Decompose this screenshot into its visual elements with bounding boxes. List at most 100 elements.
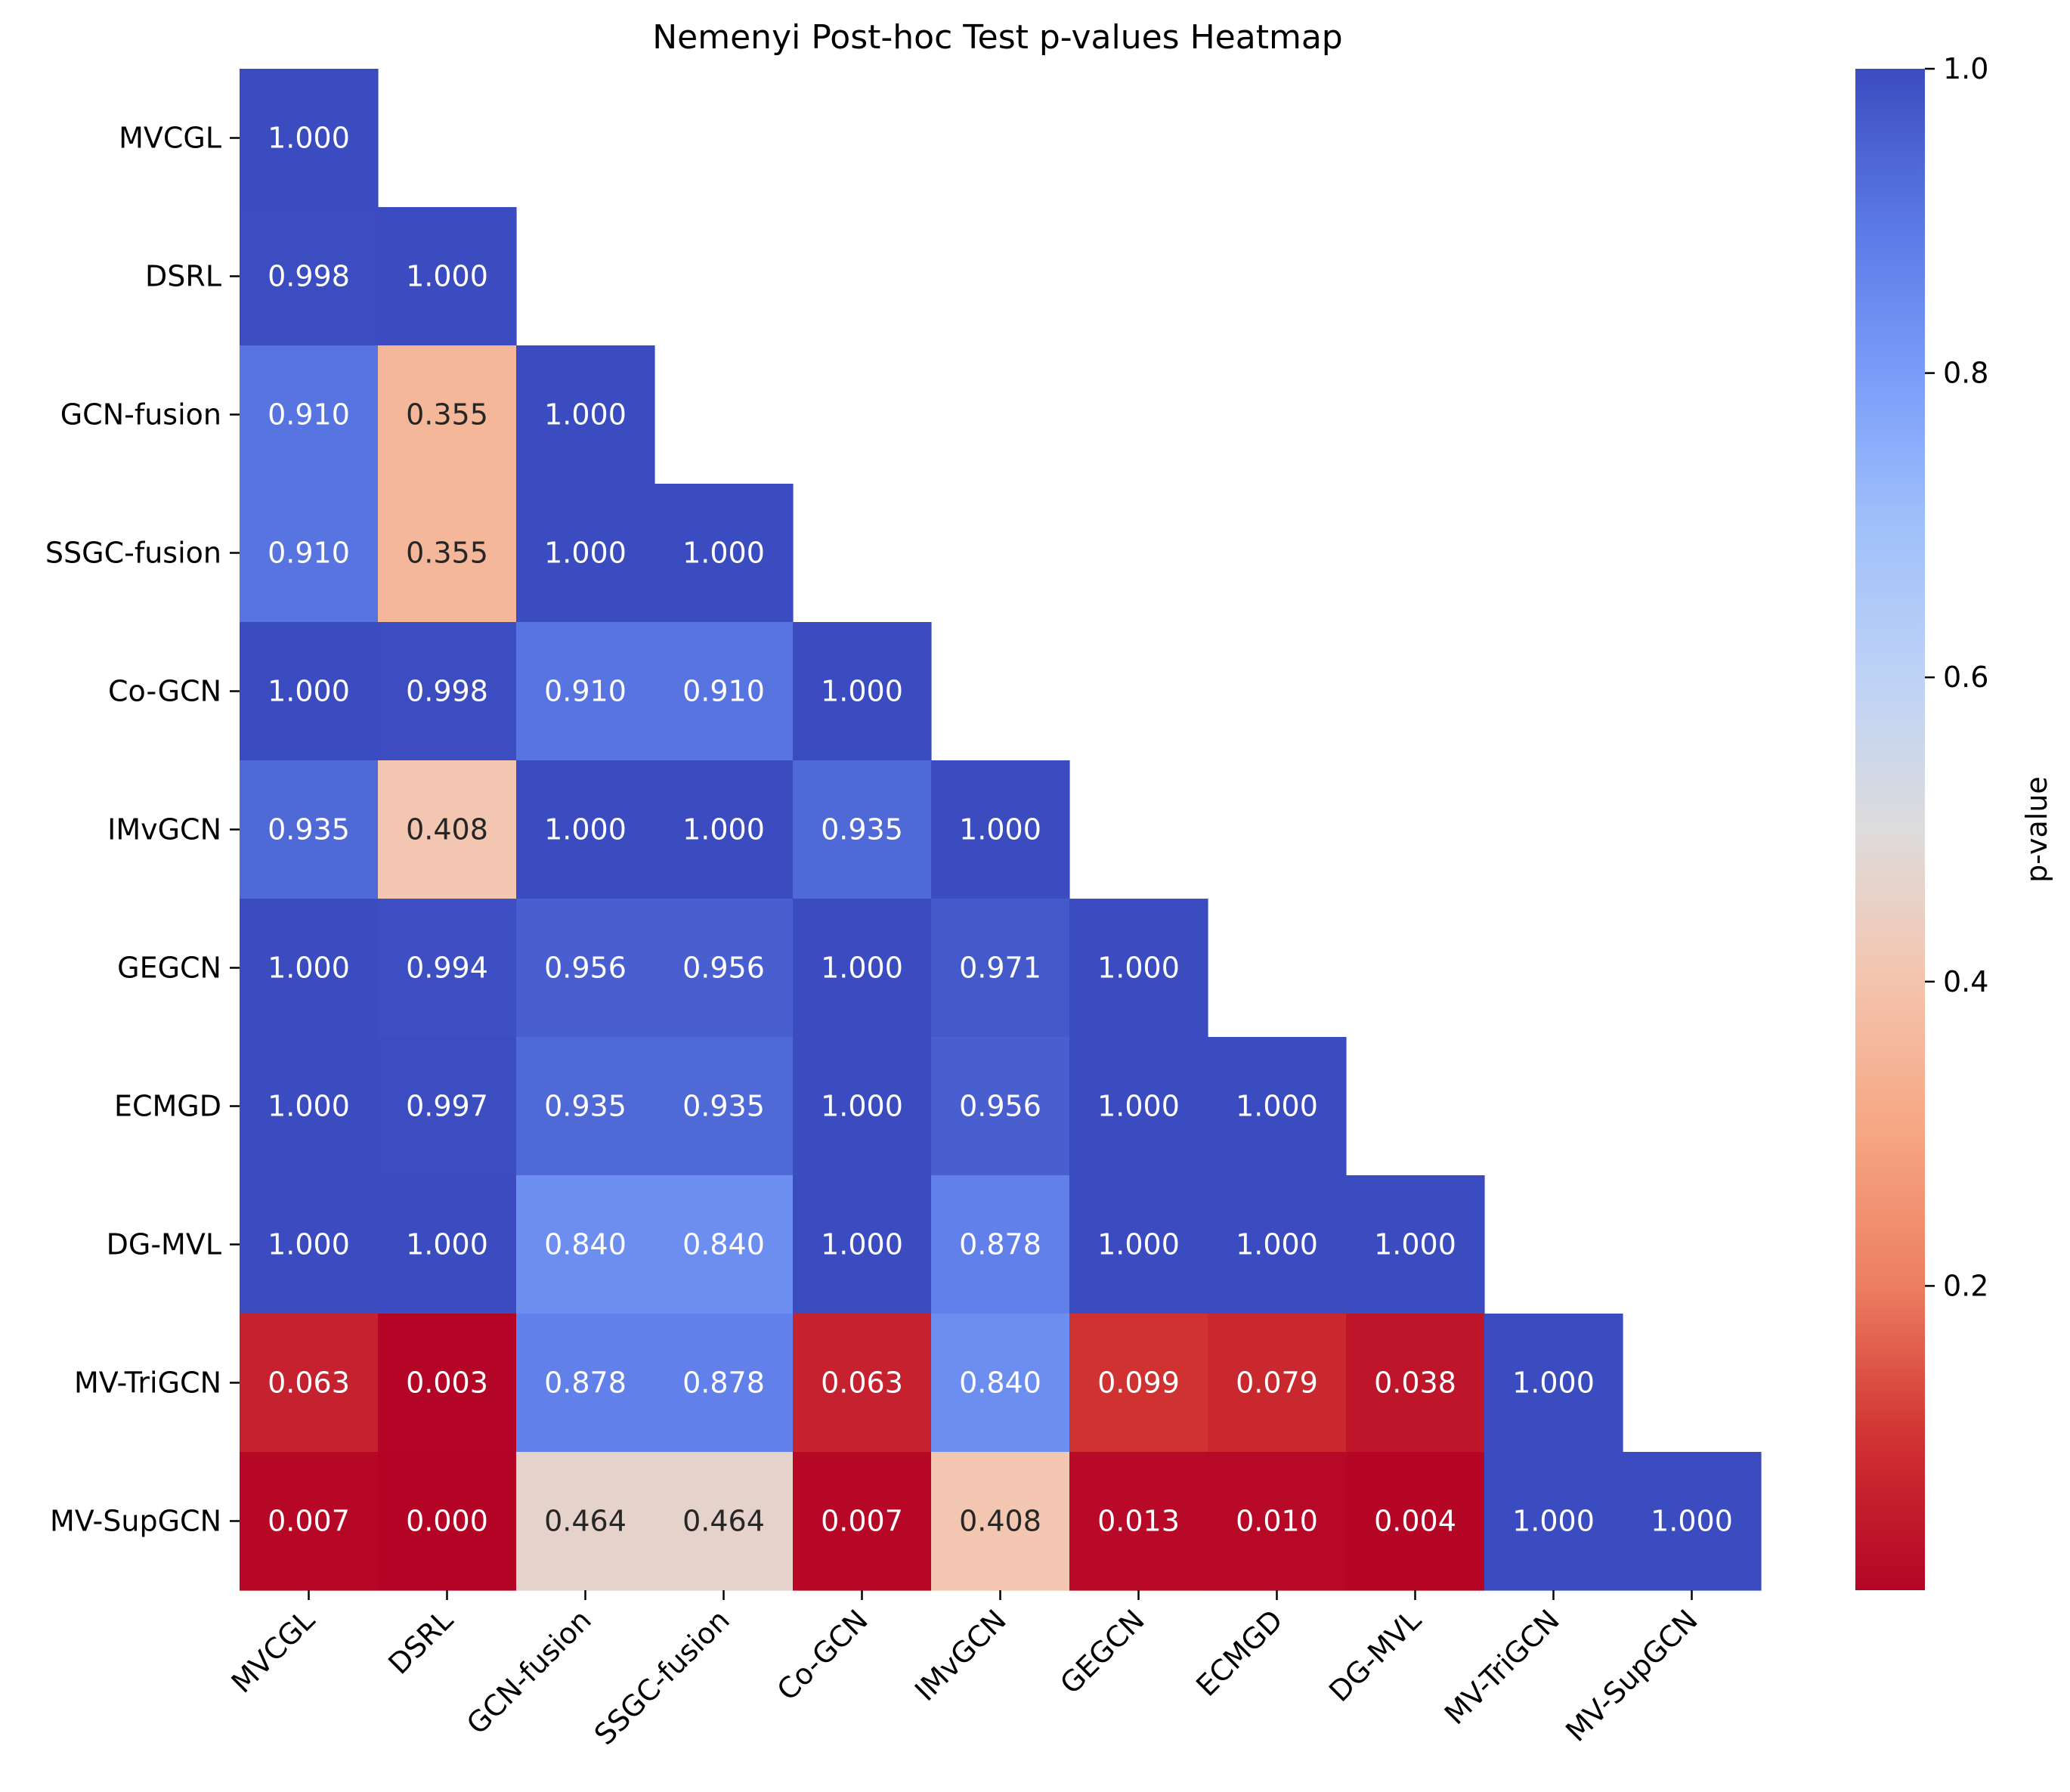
heatmap-cell [1484, 1452, 1623, 1591]
heatmap-cell [240, 1037, 379, 1176]
cell-value-label: 0.878 [682, 1366, 765, 1400]
heatmap-cell [931, 1452, 1070, 1591]
y-tick-label: Co-GCN [108, 675, 221, 708]
heatmap-cell [240, 69, 379, 208]
heatmap-cell [1208, 1452, 1347, 1591]
cell-value-label: 0.910 [268, 398, 350, 432]
heatmap-cell [1208, 1175, 1347, 1314]
heatmap-cell [654, 760, 794, 899]
cell-value-label: 1.000 [1512, 1366, 1595, 1400]
heatmap-cell [240, 207, 379, 346]
heatmap-cell [240, 760, 379, 899]
heatmap-cell [931, 1037, 1070, 1176]
heatmap-cell [654, 484, 794, 623]
heatmap-cell [1623, 1452, 1762, 1591]
cell-value-label: 0.007 [268, 1505, 350, 1538]
cell-value-label: 0.840 [959, 1366, 1041, 1400]
cell-value-label: 0.935 [821, 813, 903, 846]
cell-value-label: 1.000 [544, 398, 627, 432]
heatmap-cell [793, 760, 932, 899]
cell-value-label: 0.998 [406, 675, 488, 708]
cell-value-label: 0.355 [406, 398, 488, 432]
cell-value-label: 0.878 [544, 1366, 627, 1400]
cell-value-label: 1.000 [544, 537, 627, 570]
cell-value-label: 1.000 [1236, 1228, 1318, 1261]
cell-value-label: 0.038 [1374, 1366, 1456, 1400]
heatmap-cell [516, 622, 655, 761]
cell-value-label: 1.000 [268, 1228, 350, 1261]
heatmap-cell [516, 1452, 655, 1591]
cell-value-label: 0.910 [268, 537, 350, 570]
heatmap-cell [654, 1452, 794, 1591]
heatmap-cell [793, 1314, 932, 1453]
heatmap-cell [654, 1314, 794, 1453]
heatmap-cells: 1.000 0.998 1.000 0.910 0.355 1.000 0.910 0.355… [240, 69, 1762, 1591]
cell-value-label: 0.063 [268, 1366, 350, 1400]
heatmap-cell [1346, 1314, 1485, 1453]
cell-value-label: 1.000 [268, 952, 350, 985]
heatmap-cell [654, 622, 794, 761]
y-tick-label: MV-TriGCN [74, 1366, 221, 1400]
chart-title: Nemenyi Post-hoc Test p-values Heatmap [652, 18, 1342, 57]
y-tick-label: DSRL [145, 260, 221, 293]
cell-value-label: 0.355 [406, 537, 488, 570]
colorbar-tick-label: 0.4 [1943, 965, 1988, 998]
colorbar [1855, 69, 1925, 1590]
y-tick-label: GCN-fusion [60, 398, 221, 432]
cell-value-label: 0.000 [406, 1505, 488, 1538]
heatmap-cell [378, 484, 517, 623]
heatmap-cell [793, 1175, 932, 1314]
cell-value-label: 1.000 [959, 813, 1041, 846]
heatmap-cell [378, 1175, 517, 1314]
cell-value-label: 1.000 [821, 1090, 903, 1123]
heatmap-cell [378, 760, 517, 899]
cell-value-label: 0.998 [268, 260, 350, 293]
y-tick-label: GEGCN [117, 952, 221, 985]
heatmap-cell [1069, 899, 1208, 1038]
cell-value-label: 0.099 [1097, 1366, 1180, 1400]
heatmap-cell [1069, 1037, 1208, 1176]
heatmap-cell [1484, 1314, 1623, 1453]
cell-value-label: 1.000 [268, 675, 350, 708]
cell-value-label: 0.003 [406, 1366, 488, 1400]
heatmap-cell [516, 1175, 655, 1314]
y-tick-label: SSGC-fusion [45, 537, 221, 570]
cell-value-label: 0.840 [544, 1228, 627, 1261]
cell-value-label: 0.004 [1374, 1505, 1456, 1538]
cell-value-label: 0.956 [544, 952, 627, 985]
cell-value-label: 0.464 [682, 1505, 765, 1538]
cell-value-label: 0.408 [406, 813, 488, 846]
y-tick-label: MV-SupGCN [50, 1505, 221, 1538]
heatmap-cell [1208, 1314, 1347, 1453]
heatmap-cell [378, 1314, 517, 1453]
heatmap-cell [240, 1452, 379, 1591]
cell-value-label: 1.000 [1236, 1090, 1318, 1123]
cell-value-label: 0.994 [406, 952, 488, 985]
cell-value-label: 1.000 [268, 122, 350, 155]
cell-value-label: 1.000 [1097, 1090, 1180, 1123]
colorbar-tick-label: 0.6 [1943, 661, 1988, 694]
heatmap-cell [931, 1175, 1070, 1314]
heatmap-cell [240, 622, 379, 761]
y-axis-ticks: MVCGL DSRL GCN-fusion SSGC-fusion Co-GCN IMvG… [45, 122, 240, 1538]
heatmap-cell [1069, 1452, 1208, 1591]
cell-value-label: 1.000 [821, 1228, 903, 1261]
heatmap-cell [516, 760, 655, 899]
heatmap-cell [516, 484, 655, 623]
cell-value-label: 0.935 [544, 1090, 627, 1123]
cell-value-label: 1.000 [682, 813, 765, 846]
cell-value-label: 1.000 [682, 537, 765, 570]
heatmap-cell [654, 1037, 794, 1176]
cell-value-label: 0.010 [1236, 1505, 1318, 1538]
colorbar-ticks: 0.2 0.4 0.6 0.8 1.0 [1925, 52, 1988, 1302]
cell-value-label: 0.408 [959, 1505, 1041, 1538]
heatmap-cell [378, 207, 517, 346]
cell-value-label: 0.063 [821, 1366, 903, 1400]
heatmap-cell [516, 1037, 655, 1176]
heatmap-cell [240, 1314, 379, 1453]
cell-value-label: 0.007 [821, 1505, 903, 1538]
heatmap-cell [240, 345, 379, 484]
cell-value-label: 0.935 [268, 813, 350, 846]
heatmap-cell [378, 345, 517, 484]
